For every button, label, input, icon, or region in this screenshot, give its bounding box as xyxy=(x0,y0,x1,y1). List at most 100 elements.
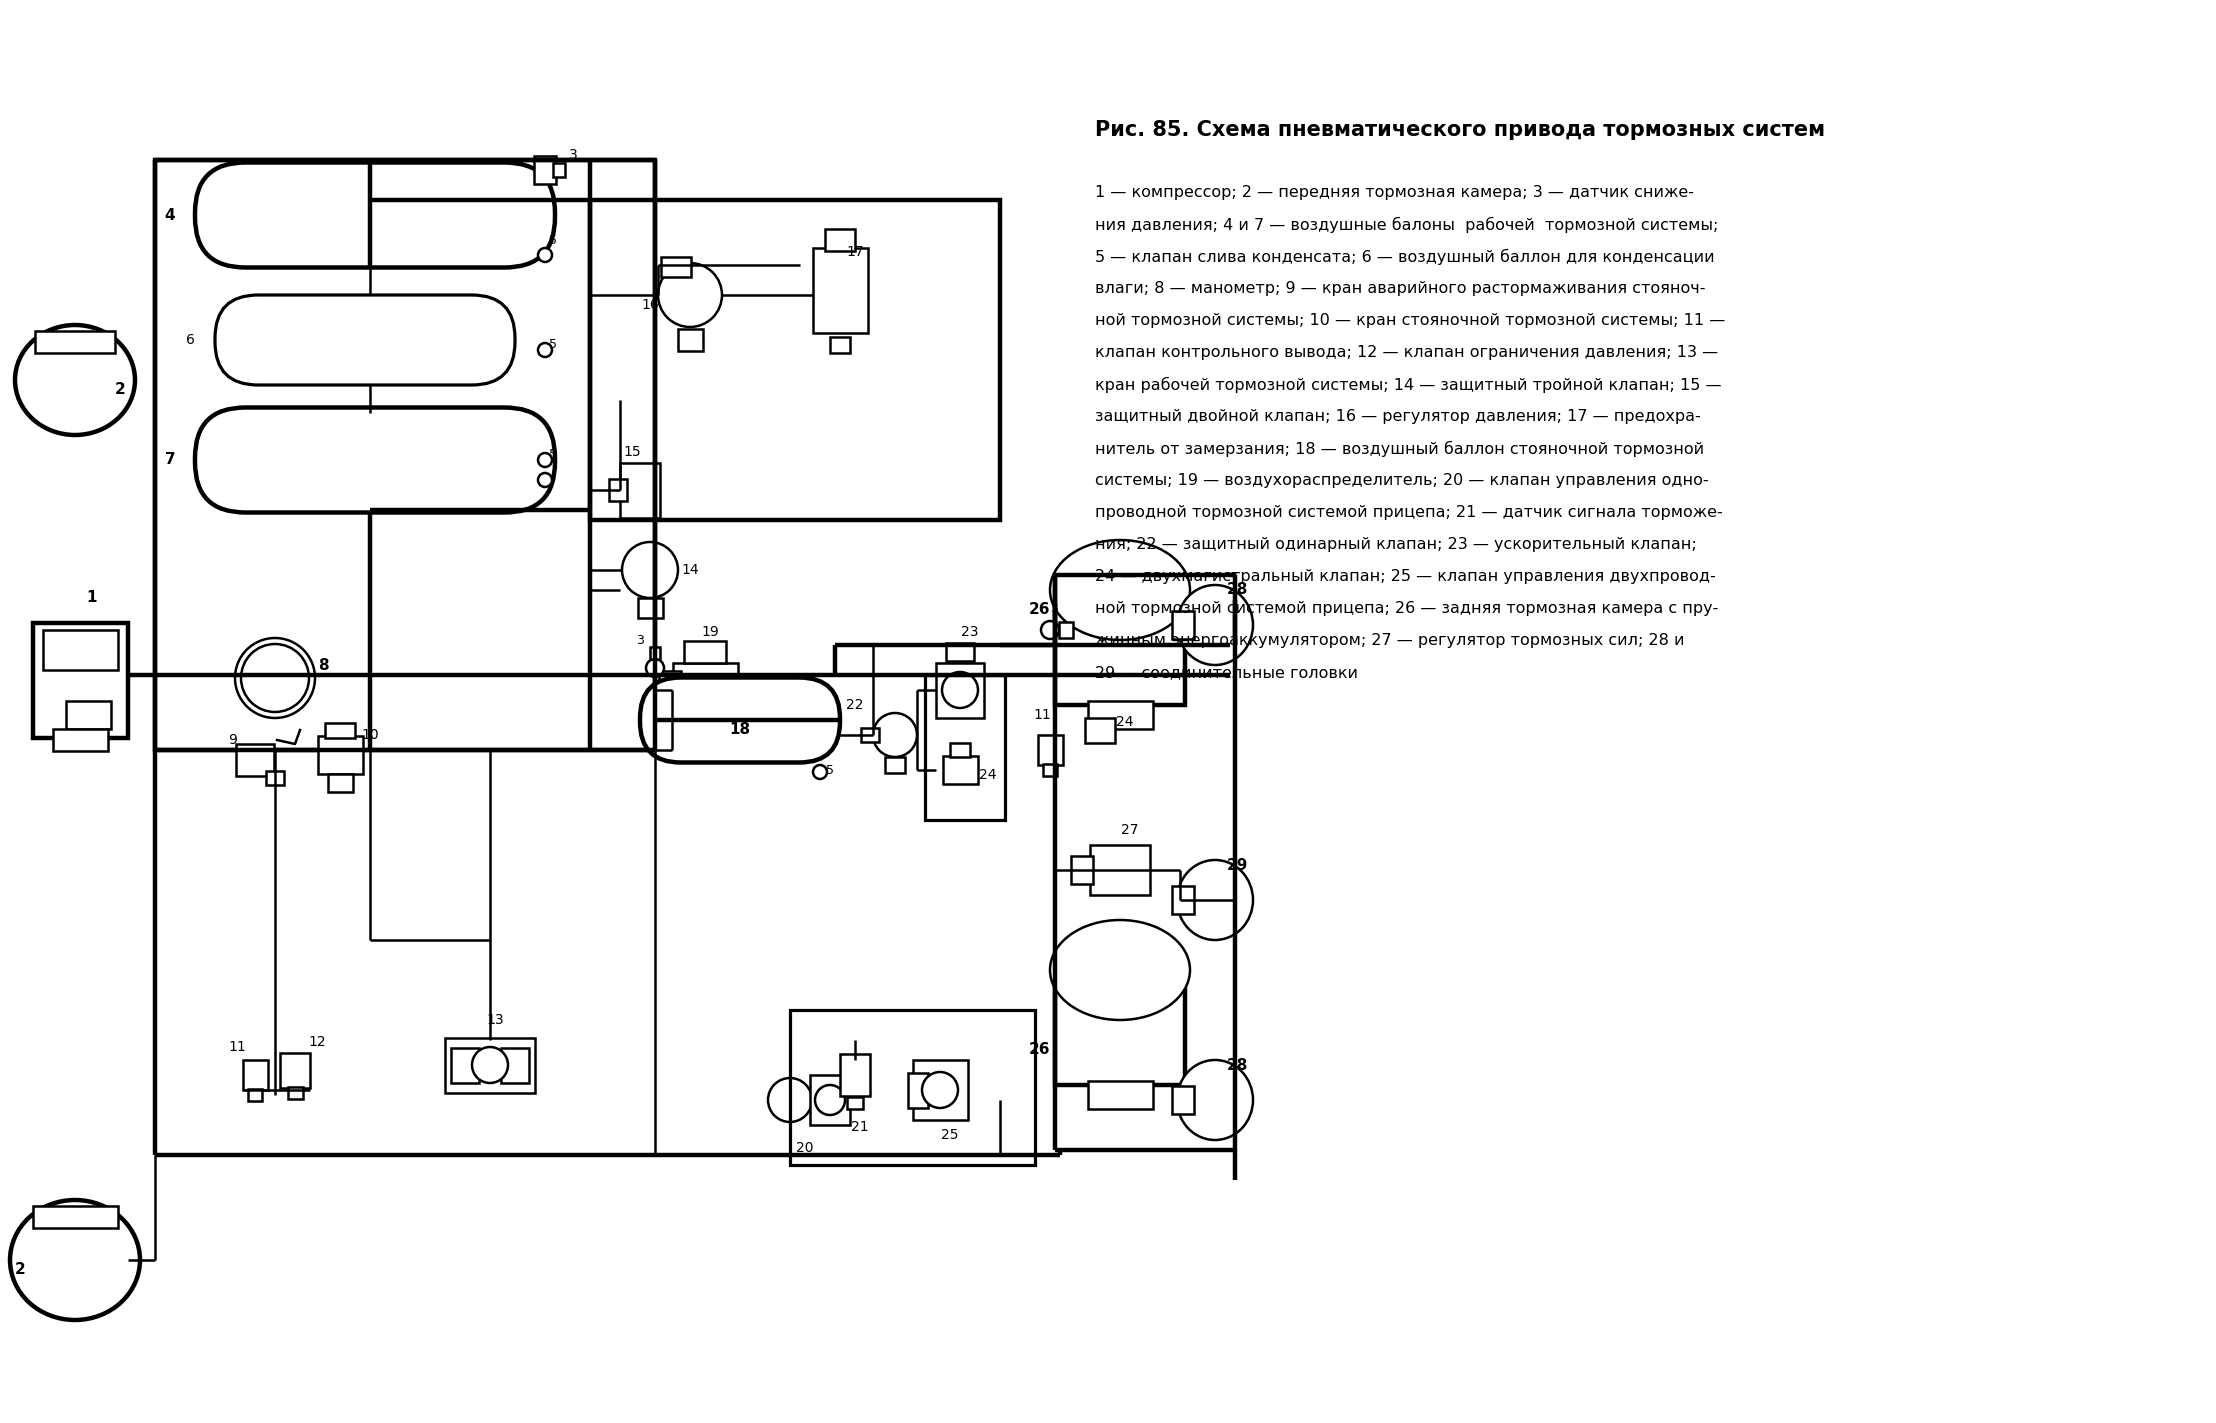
Ellipse shape xyxy=(16,324,135,435)
Bar xyxy=(1055,575,1186,704)
Bar xyxy=(35,332,115,353)
Text: 1: 1 xyxy=(86,591,98,606)
Bar xyxy=(33,622,129,737)
Text: 13: 13 xyxy=(485,1013,503,1027)
Text: 18: 18 xyxy=(729,723,751,737)
Bar xyxy=(242,1060,268,1090)
Ellipse shape xyxy=(1050,539,1190,640)
Text: 21: 21 xyxy=(851,1120,869,1134)
Bar xyxy=(33,1207,117,1228)
Text: 12: 12 xyxy=(308,1035,326,1049)
Text: 29 — соединительные головки: 29 — соединительные головки xyxy=(1095,665,1358,680)
Text: проводной тормозной системой прицепа; 21 — датчик сигнала торможе-: проводной тормозной системой прицепа; 21… xyxy=(1095,505,1722,519)
Text: клапан контрольного вывода; 12 — клапан ограничения давления; 13 —: клапан контрольного вывода; 12 — клапан … xyxy=(1095,344,1717,360)
Text: 26: 26 xyxy=(1028,1043,1050,1057)
Text: 10: 10 xyxy=(361,729,379,741)
Bar xyxy=(1088,702,1152,729)
Text: 11: 11 xyxy=(1033,709,1050,721)
Text: 1 — компрессор; 2 — передняя тормозная камера; 3 — датчик сниже-: 1 — компрессор; 2 — передняя тормозная к… xyxy=(1095,185,1693,201)
Bar xyxy=(789,1010,1035,1165)
FancyBboxPatch shape xyxy=(215,295,514,386)
Text: защитный двойной клапан; 16 — регулятор давления; 17 — предохра-: защитный двойной клапан; 16 — регулятор … xyxy=(1095,408,1700,424)
Text: 29: 29 xyxy=(1225,858,1248,872)
Bar xyxy=(266,771,284,785)
Ellipse shape xyxy=(1177,585,1252,665)
Circle shape xyxy=(813,766,827,778)
Text: 5: 5 xyxy=(550,233,556,246)
Circle shape xyxy=(242,645,308,712)
Circle shape xyxy=(538,472,552,487)
Text: 8: 8 xyxy=(317,659,328,673)
Text: 28: 28 xyxy=(1225,1057,1248,1073)
Bar xyxy=(658,672,680,709)
Bar xyxy=(42,630,117,670)
Bar xyxy=(847,1097,862,1109)
Bar xyxy=(862,729,880,741)
Text: 3: 3 xyxy=(1050,602,1057,615)
Text: 2: 2 xyxy=(115,383,126,397)
Bar xyxy=(831,337,851,353)
Text: жинным энергоаккумулятором; 27 — регулятор тормозных сил; 28 и: жинным энергоаккумулятором; 27 — регулят… xyxy=(1095,633,1684,647)
Text: 23: 23 xyxy=(962,625,979,639)
Circle shape xyxy=(658,263,722,327)
Bar xyxy=(1172,887,1194,914)
Ellipse shape xyxy=(1050,921,1190,1020)
Text: ния давления; 4 и 7 — воздушные балоны  рабочей  тормозной системы;: ния давления; 4 и 7 — воздушные балоны р… xyxy=(1095,216,1717,233)
Bar xyxy=(620,462,660,518)
Text: 3: 3 xyxy=(636,633,645,646)
Text: 19: 19 xyxy=(700,625,718,639)
Text: ной тормозной системы; 10 — кран стояночной тормозной системы; 11 —: ной тормозной системы; 10 — кран стояноч… xyxy=(1095,313,1726,327)
Text: ния; 22 — защитный одинарный клапан; 23 — ускорительный клапан;: ния; 22 — защитный одинарный клапан; 23 … xyxy=(1095,536,1697,552)
Text: 3: 3 xyxy=(570,148,578,162)
Bar xyxy=(935,663,984,717)
Bar xyxy=(671,663,738,717)
Bar xyxy=(678,329,702,351)
Circle shape xyxy=(623,542,678,598)
Circle shape xyxy=(538,343,552,357)
Text: 20: 20 xyxy=(796,1141,813,1155)
Circle shape xyxy=(647,659,665,677)
Text: 24: 24 xyxy=(979,768,997,783)
Bar xyxy=(1088,1081,1152,1109)
Circle shape xyxy=(922,1072,957,1109)
Text: 25: 25 xyxy=(942,1128,960,1143)
Bar xyxy=(155,159,656,750)
Bar xyxy=(66,702,111,729)
Bar xyxy=(53,729,109,751)
Bar xyxy=(1055,955,1186,1084)
Circle shape xyxy=(472,1047,507,1083)
Bar xyxy=(326,723,355,737)
Bar xyxy=(813,248,866,333)
Bar xyxy=(884,757,904,773)
Bar xyxy=(288,1087,304,1099)
Text: 6: 6 xyxy=(186,333,195,347)
Text: 5 — клапан слива конденсата; 6 — воздушный баллон для конденсации: 5 — клапан слива конденсата; 6 — воздушн… xyxy=(1095,249,1715,265)
Text: 26: 26 xyxy=(1028,602,1050,618)
Bar xyxy=(946,643,975,662)
Bar xyxy=(909,1073,929,1107)
Bar xyxy=(279,1053,310,1087)
Text: 24: 24 xyxy=(1117,714,1135,729)
Bar xyxy=(1070,857,1092,884)
Text: 2: 2 xyxy=(16,1262,24,1278)
Bar xyxy=(924,675,1006,820)
Bar xyxy=(501,1047,530,1083)
Text: системы; 19 — воздухораспределитель; 20 — клапан управления одно-: системы; 19 — воздухораспределитель; 20 … xyxy=(1095,472,1709,488)
Circle shape xyxy=(235,638,315,719)
Text: нитель от замерзания; 18 — воздушный баллон стояночной тормозной: нитель от замерзания; 18 — воздушный бал… xyxy=(1095,441,1704,457)
Bar xyxy=(913,1060,968,1120)
Bar xyxy=(951,743,971,757)
Text: 4: 4 xyxy=(164,208,175,222)
Text: 17: 17 xyxy=(847,245,864,259)
Bar xyxy=(554,164,565,176)
Text: ной тормозной системой прицепа; 26 — задняя тормозная камера с пру-: ной тормозной системой прицепа; 26 — зад… xyxy=(1095,601,1717,616)
Text: 27: 27 xyxy=(1121,822,1139,837)
Bar xyxy=(811,1074,851,1126)
Bar xyxy=(452,1047,479,1083)
Text: 15: 15 xyxy=(623,445,640,460)
FancyBboxPatch shape xyxy=(195,407,554,512)
Bar xyxy=(1037,736,1061,766)
Text: 16: 16 xyxy=(640,297,658,312)
Bar xyxy=(649,647,660,659)
Bar xyxy=(1172,610,1194,639)
